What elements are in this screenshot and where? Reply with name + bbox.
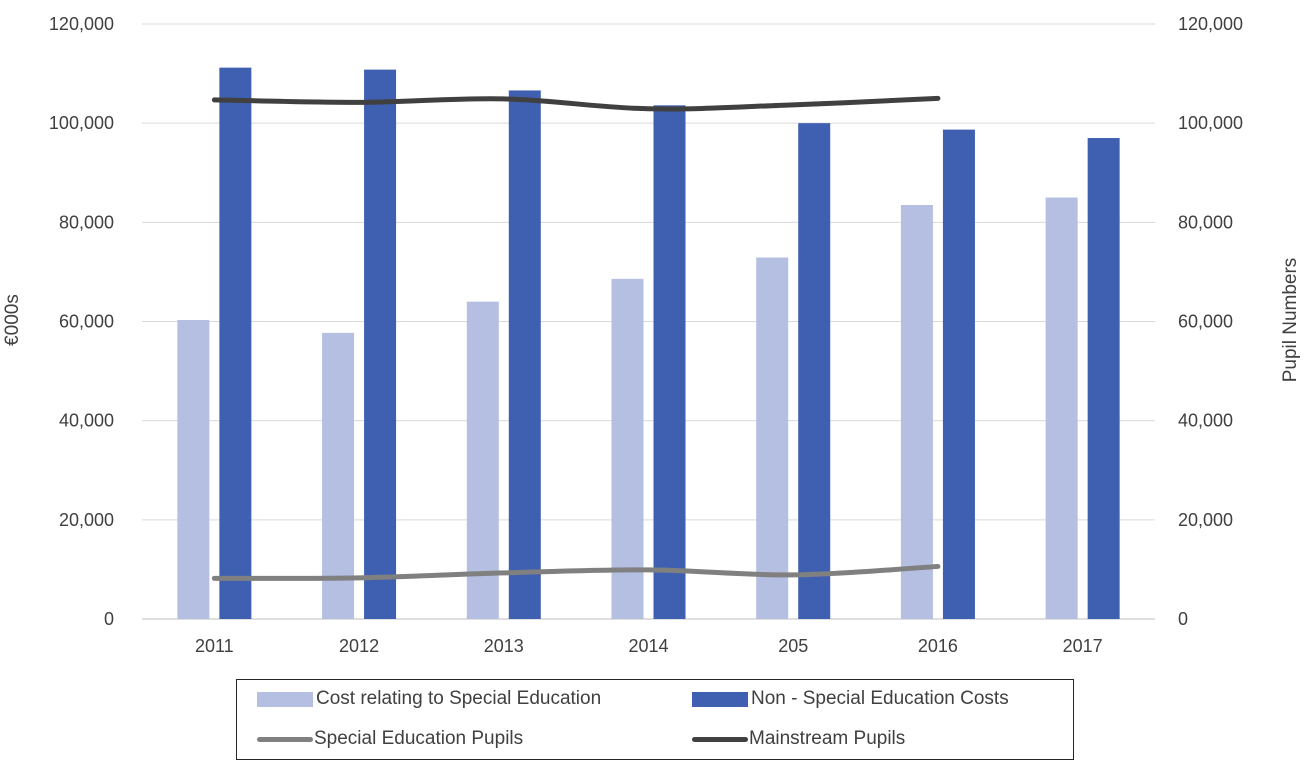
y-axis-title-left: €000s [2,294,23,346]
bar-special-education-cost [756,257,789,619]
y-tick-left: 120,000 [49,14,114,34]
lines [211,95,941,581]
bar-special-education-cost [1045,197,1078,619]
x-tick-label: 2011 [195,636,234,656]
legend-label: Non - Special Education Costs [751,688,1009,709]
bar-special-education-cost [466,301,499,619]
legend-item-mainstream-pupils: Mainstream Pupils [692,728,905,750]
y-tick-left: 60,000 [59,312,114,332]
bar-special-education-cost [611,278,644,619]
line-special-education-pupils [211,563,941,581]
y-tick-right: 80,000 [1178,212,1233,232]
bar-non-special-education-cost [364,69,397,619]
y-tick-right: 40,000 [1178,411,1233,431]
x-tick-label: 205 [778,636,808,656]
right-axis-ticks: 0 20,000 40,000 60,000 80,000 100,000 120,000 [1178,14,1243,629]
bar-non-special-education-cost [1087,138,1120,619]
legend-item-non-special-costs: Non - Special Education Costs [692,688,1009,710]
legend-swatch [257,691,313,707]
legend-item-special-pupils: Special Education Pupils [257,728,523,750]
y-tick-left: 80,000 [59,212,114,232]
legend: Cost relating to Special Education Non -… [236,679,1074,760]
combo-chart: 020,00040,00060,00080,000100,000120,000 … [2,14,1301,656]
x-tick-label: 2017 [1063,636,1103,656]
x-tick-label: 2014 [628,636,668,656]
y-tick-right: 120,000 [1178,14,1243,34]
legend-label: Special Education Pupils [314,728,524,749]
line-mainstream-pupils [211,95,941,112]
x-tick-label: 2012 [339,636,379,656]
y-tick-left: 40,000 [59,411,114,431]
gridlines [142,23,1155,620]
y-tick-left: 20,000 [59,510,114,530]
legend-line [692,736,748,742]
bar-non-special-education-cost [219,67,252,620]
x-tick-label: 2016 [918,636,958,656]
bar-special-education-cost [177,320,210,619]
y-tick-right: 0 [1178,609,1188,629]
legend-item-special-costs: Cost relating to Special Education [257,688,601,710]
x-axis-ticks: 2011 2012 2013 2014 205 2016 2017 [195,636,1103,656]
left-axis-ticks: 0 20,000 40,000 60,000 80,000 100,000 120,000 [49,14,114,629]
y-tick-right: 60,000 [1178,312,1233,332]
legend-line [257,736,313,742]
y-tick-right: 100,000 [1178,113,1243,133]
bar-special-education-cost [900,204,933,619]
y-tick-left: 0 [104,609,114,629]
x-tick-label: 2013 [484,636,524,656]
bar-non-special-education-cost [508,90,541,620]
bar-non-special-education-cost [798,123,831,620]
y-axis-title-right: Pupil Numbers [1280,258,1301,383]
bar-special-education-cost [322,332,355,619]
y-tick-right: 20,000 [1178,510,1233,530]
bars [177,67,1120,620]
legend-label: Cost relating to Special Education [316,688,602,709]
y-tick-left: 100,000 [49,113,114,133]
legend-label: Mainstream Pupils [749,728,906,749]
legend-swatch [692,691,748,707]
bar-non-special-education-cost [653,105,686,620]
bar-non-special-education-cost [942,129,975,620]
